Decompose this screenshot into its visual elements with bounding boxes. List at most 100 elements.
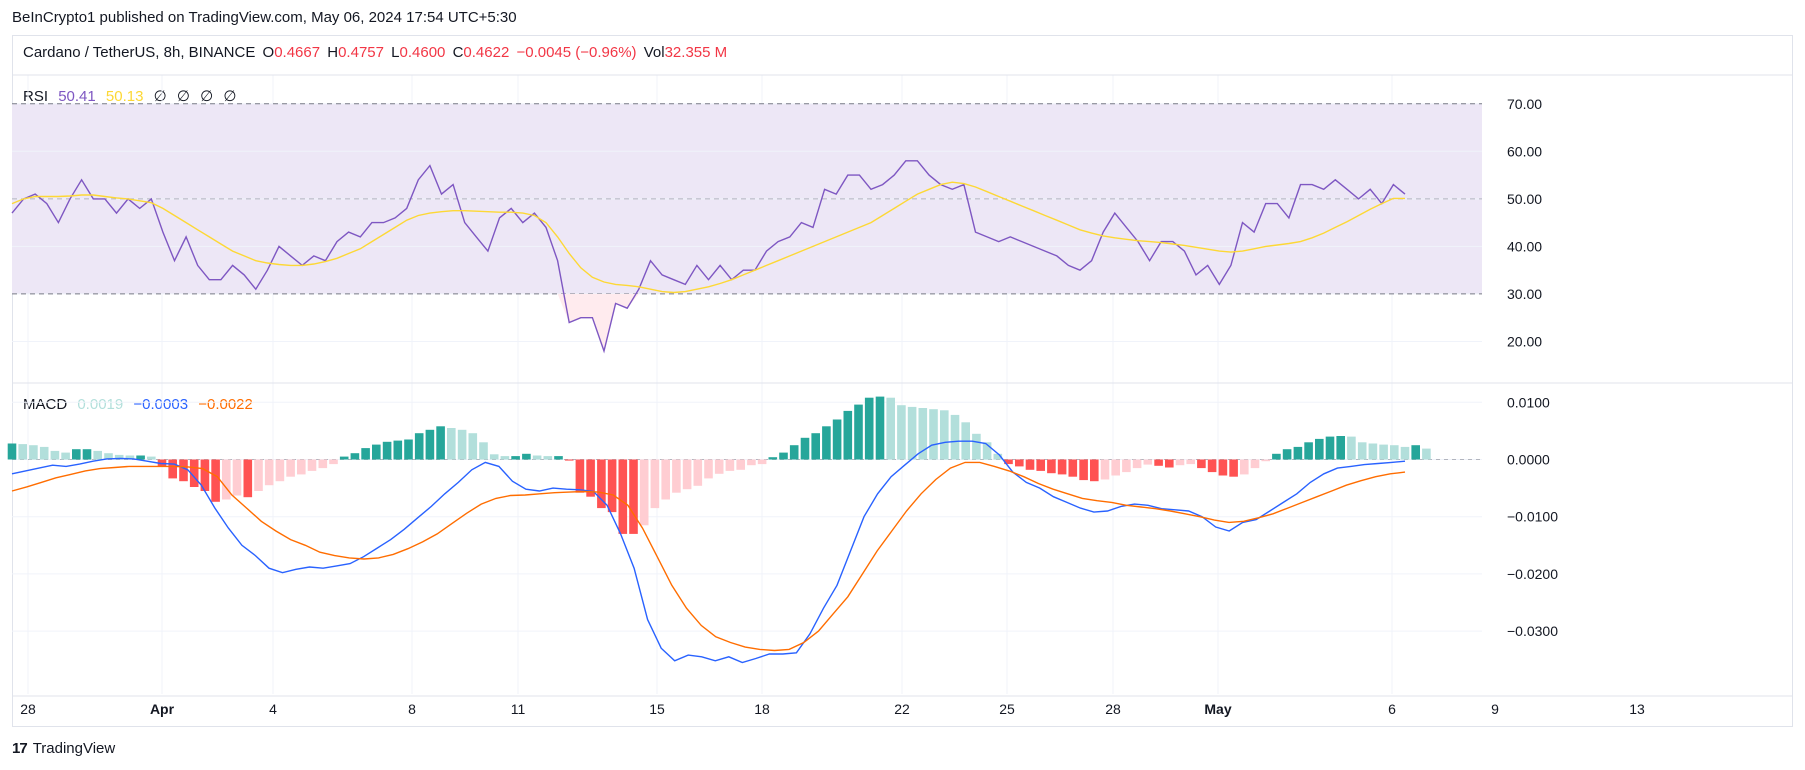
macd-histogram-bar [350, 453, 360, 460]
macd-histogram-bar [1132, 459, 1142, 469]
rsi-y-tick: 50.00 [1507, 191, 1542, 207]
macd-histogram-bar [714, 459, 724, 474]
macd-histogram-bar [554, 456, 563, 460]
macd-histogram-bar [1315, 438, 1324, 460]
macd-histogram-bar [1411, 445, 1420, 460]
macd-hist-value: 0.0019 [77, 396, 124, 413]
rsi-y-tick: 20.00 [1507, 333, 1542, 349]
macd-histogram-bar [1347, 436, 1356, 460]
rsi-na-4: ∅ [223, 88, 237, 105]
macd-histogram-bar [147, 456, 156, 460]
macd-histogram-bar [1390, 445, 1399, 460]
macd-histogram-bar [1025, 459, 1035, 470]
macd-y-tick: −0.0100 [1507, 509, 1558, 525]
macd-y-tick: −0.0200 [1507, 566, 1558, 582]
macd-histogram-bar [1325, 436, 1335, 460]
rsi-label: RSI [23, 88, 49, 105]
macd-histogram-bar [39, 446, 49, 460]
chart-card [12, 35, 1793, 727]
symbol-name: Cardano / TetherUS, 8h, BINANCE [23, 44, 256, 61]
macd-histogram-bar [1068, 459, 1078, 477]
macd-histogram-bar [1304, 442, 1313, 460]
macd-histogram-bar [1175, 459, 1185, 466]
macd-histogram-bar [736, 459, 745, 470]
macd-histogram-bar [1261, 459, 1270, 462]
macd-histogram-bar [179, 459, 188, 482]
rsi-ma-value: 50.13 [105, 88, 144, 105]
macd-histogram-bar [318, 459, 328, 469]
x-tick-label: 4 [269, 701, 277, 717]
rsi-y-tick: 70.00 [1507, 96, 1542, 112]
macd-histogram-bar [907, 406, 917, 460]
macd-histogram-bar [1218, 459, 1228, 476]
macd-histogram-bar [1422, 448, 1431, 460]
macd-histogram-bar [897, 405, 906, 460]
macd-histogram-bar [1282, 449, 1292, 460]
rsi-ma-line [11, 181, 1405, 294]
macd-histogram-bar [564, 459, 574, 461]
macd-histogram-bar [1079, 459, 1088, 481]
macd-histogram-bar [693, 459, 703, 486]
macd-histogram-bar [93, 450, 102, 460]
macd-histogram-bar [489, 454, 499, 460]
macd-histogram-bar [929, 409, 938, 460]
macd-histogram-bar [425, 429, 435, 460]
high-value: 0.4757 [338, 44, 384, 61]
macd-histogram-bar [1336, 436, 1345, 460]
macd-histogram-bar [361, 448, 370, 460]
rsi-oversold-fill [557, 293, 639, 351]
x-tick-label: 22 [894, 701, 910, 717]
macd-histogram-bar [607, 459, 617, 513]
macd-histogram-bar [200, 459, 210, 491]
close-label: C [452, 44, 464, 61]
macd-histogram-bar [886, 397, 895, 460]
close-value: 0.4622 [463, 44, 510, 61]
macd-histogram-bar [222, 459, 231, 500]
macd-histogram-bar [940, 410, 949, 460]
volume-label: Vol [643, 44, 665, 61]
macd-histogram-bar [586, 459, 595, 497]
open-value: 0.4667 [274, 44, 321, 61]
macd-histogram-bar [575, 459, 585, 493]
macd-histogram-bar [125, 455, 135, 460]
change-value: −0.0045 (−0.96%) [516, 44, 637, 61]
macd-histogram-bar [950, 414, 960, 460]
macd-histogram-bar [61, 452, 70, 460]
macd-histogram-bar [297, 459, 306, 475]
macd-histogram-bar [243, 459, 253, 498]
macd-histogram-bar [1047, 459, 1056, 474]
macd-histogram-bar [211, 459, 220, 502]
macd-histogram-bar [404, 439, 413, 460]
macd-histogram-bar [1240, 459, 1249, 475]
macd-histogram-bar [372, 444, 381, 460]
macd-histogram-bar [1100, 459, 1110, 480]
macd-histogram-bar [1122, 459, 1131, 473]
macd-histogram-bar [1154, 459, 1163, 466]
macd-histogram-bar [1111, 459, 1120, 476]
macd-histogram-bar [532, 455, 542, 460]
macd-histogram-bar [672, 459, 681, 493]
macd-histogram-bar [843, 410, 853, 460]
tradingview-logo-icon: 17 [12, 740, 28, 757]
rsi-na-3: ∅ [200, 88, 214, 105]
macd-histogram-bar [1015, 459, 1024, 467]
macd-histogram-bar [789, 445, 799, 460]
low-value: 0.4600 [399, 44, 446, 61]
macd-histogram-bar [339, 456, 349, 460]
macd-histogram-bar [725, 459, 735, 471]
rsi-y-tick: 30.00 [1507, 286, 1542, 302]
low-label: L [391, 44, 400, 61]
macd-histogram-bar [543, 456, 553, 460]
open-label: O [262, 44, 275, 61]
macd-histogram-bar [1186, 459, 1195, 465]
footer-brand: TradingView [32, 740, 116, 757]
macd-histogram-bar [639, 459, 649, 526]
macd-histogram-bar [779, 452, 788, 460]
macd-legend: MACD 0.0019 −0.0003 −0.0022 [23, 396, 259, 413]
macd-histogram-bar [29, 445, 38, 460]
macd-histogram-bar [682, 459, 692, 490]
rsi-line [11, 160, 1406, 354]
x-tick-label: 13 [1629, 701, 1645, 717]
macd-histogram-bar [114, 454, 124, 460]
macd-histogram-bar [1165, 459, 1174, 468]
